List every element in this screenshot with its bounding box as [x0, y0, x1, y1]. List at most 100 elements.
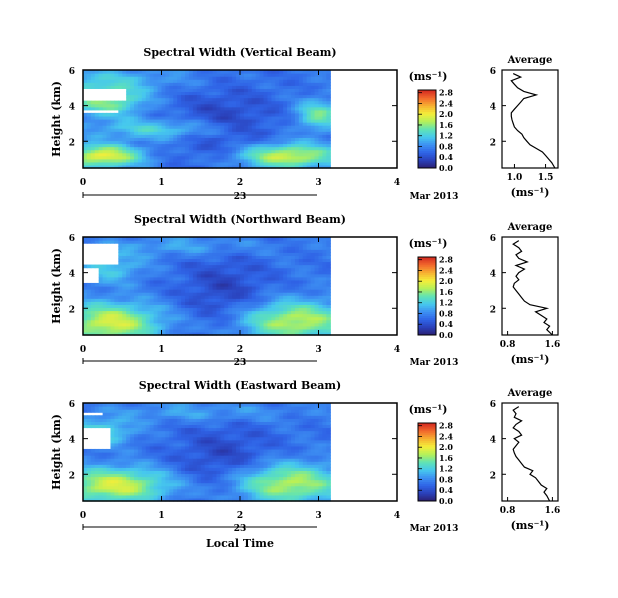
heatmap-cell — [216, 292, 221, 296]
heatmap-cell — [212, 301, 218, 305]
heatmap-cell — [149, 255, 155, 260]
heatmap-cell — [130, 240, 135, 244]
heatmap-cell — [181, 298, 186, 302]
heatmap-cell — [130, 88, 135, 93]
heatmap-cell — [192, 85, 198, 89]
heatmap-cell — [232, 301, 237, 305]
heatmap-cell — [188, 279, 194, 284]
heatmap-cell — [283, 322, 288, 327]
heatmap-cell — [173, 152, 178, 157]
heatmap-cell — [220, 258, 225, 263]
heatmap-cell — [149, 76, 155, 80]
heatmap-cell — [243, 97, 249, 102]
heatmap-cell — [94, 131, 100, 135]
heatmap-cell — [126, 316, 131, 321]
heatmap-cell — [275, 322, 280, 327]
heatmap-cell — [263, 122, 269, 126]
heatmap-cell — [310, 267, 316, 272]
heatmap-cell — [228, 158, 233, 163]
heatmap-cell — [212, 115, 218, 120]
heatmap-cell — [291, 282, 296, 287]
heatmap-cell — [126, 409, 131, 413]
heatmap-cell — [263, 128, 269, 132]
heatmap-cell — [259, 298, 265, 302]
heatmap-cell — [83, 310, 88, 315]
heatmap-cell — [240, 140, 245, 145]
heatmap-cell — [114, 313, 119, 318]
heatmap-cell — [149, 82, 155, 86]
heatmap-cell — [310, 301, 316, 305]
heatmap-cell — [161, 491, 167, 496]
heatmap-cell — [279, 292, 284, 296]
heatmap-cell — [153, 307, 159, 312]
colorbar-unit: (ms⁻¹) — [409, 237, 448, 250]
heatmap-cell — [232, 270, 237, 275]
heatmap-cell — [283, 319, 288, 324]
heatmap-cell — [298, 282, 304, 287]
heatmap-cell — [98, 482, 104, 487]
heatmap-cell — [267, 255, 272, 260]
heatmap-cell — [94, 237, 100, 241]
heatmap-cell — [314, 286, 320, 290]
heatmap-cell — [145, 331, 151, 336]
heatmap-cell — [228, 270, 233, 275]
heatmap-cell — [110, 292, 115, 296]
heatmap-cell — [126, 267, 131, 272]
heatmap-cell — [302, 301, 308, 305]
heatmap-cell — [145, 328, 151, 333]
heatmap-cell — [192, 473, 198, 478]
heatmap-cell — [118, 112, 123, 117]
heatmap-cell — [322, 237, 327, 241]
heatmap-cell — [110, 155, 115, 160]
colorbar-segment — [418, 115, 436, 118]
colorbar-segment — [418, 127, 436, 130]
heatmap-cell — [110, 418, 115, 422]
heatmap-cell — [130, 289, 135, 293]
heatmap-cell — [86, 289, 92, 293]
heatmap-cell — [318, 158, 324, 163]
heatmap-cell — [118, 406, 123, 410]
heatmap-cell — [283, 122, 288, 126]
heatmap-cell — [149, 473, 155, 478]
heatmap-cell — [83, 403, 88, 407]
heatmap-cell — [236, 267, 241, 272]
heatmap-cell — [204, 115, 210, 120]
heatmap-cell — [137, 273, 143, 278]
heatmap-cell — [236, 331, 241, 336]
heatmap-cell — [161, 88, 167, 93]
heatmap-cell — [177, 149, 182, 154]
heatmap-cell — [251, 161, 257, 166]
heatmap-cell — [267, 134, 272, 138]
heatmap-cell — [161, 270, 167, 275]
heatmap-cell — [212, 243, 218, 247]
heatmap-cell — [181, 137, 186, 142]
heatmap-cell — [130, 452, 135, 456]
heatmap-cell — [326, 149, 331, 154]
heatmap-cell — [192, 88, 198, 93]
heatmap-cell — [106, 140, 112, 145]
heatmap-cell — [302, 109, 308, 114]
heatmap-cell — [306, 85, 312, 89]
heatmap-cell — [318, 237, 324, 241]
heatmap-cell — [216, 100, 221, 105]
heatmap-cell — [310, 246, 316, 250]
heatmap-cell — [228, 152, 233, 157]
heatmap-cell — [106, 85, 112, 89]
heatmap-cell — [122, 476, 127, 481]
heatmap-cell — [169, 115, 174, 120]
heatmap-cell — [326, 273, 331, 278]
heatmap-cell — [228, 252, 233, 256]
heatmap-cell — [98, 409, 104, 413]
heatmap-cell — [114, 415, 119, 419]
heatmap-cell — [137, 415, 143, 419]
heatmap-cell — [157, 282, 163, 287]
heatmap-cell — [224, 246, 229, 250]
heatmap-cell — [259, 128, 265, 132]
heatmap-cell — [283, 119, 288, 123]
heatmap-cell — [196, 476, 202, 481]
heatmap-cell — [83, 298, 88, 302]
heatmap-cell — [161, 322, 167, 327]
heatmap-cell — [287, 125, 292, 129]
heatmap-cell — [298, 128, 304, 132]
heatmap-cell — [326, 112, 331, 117]
